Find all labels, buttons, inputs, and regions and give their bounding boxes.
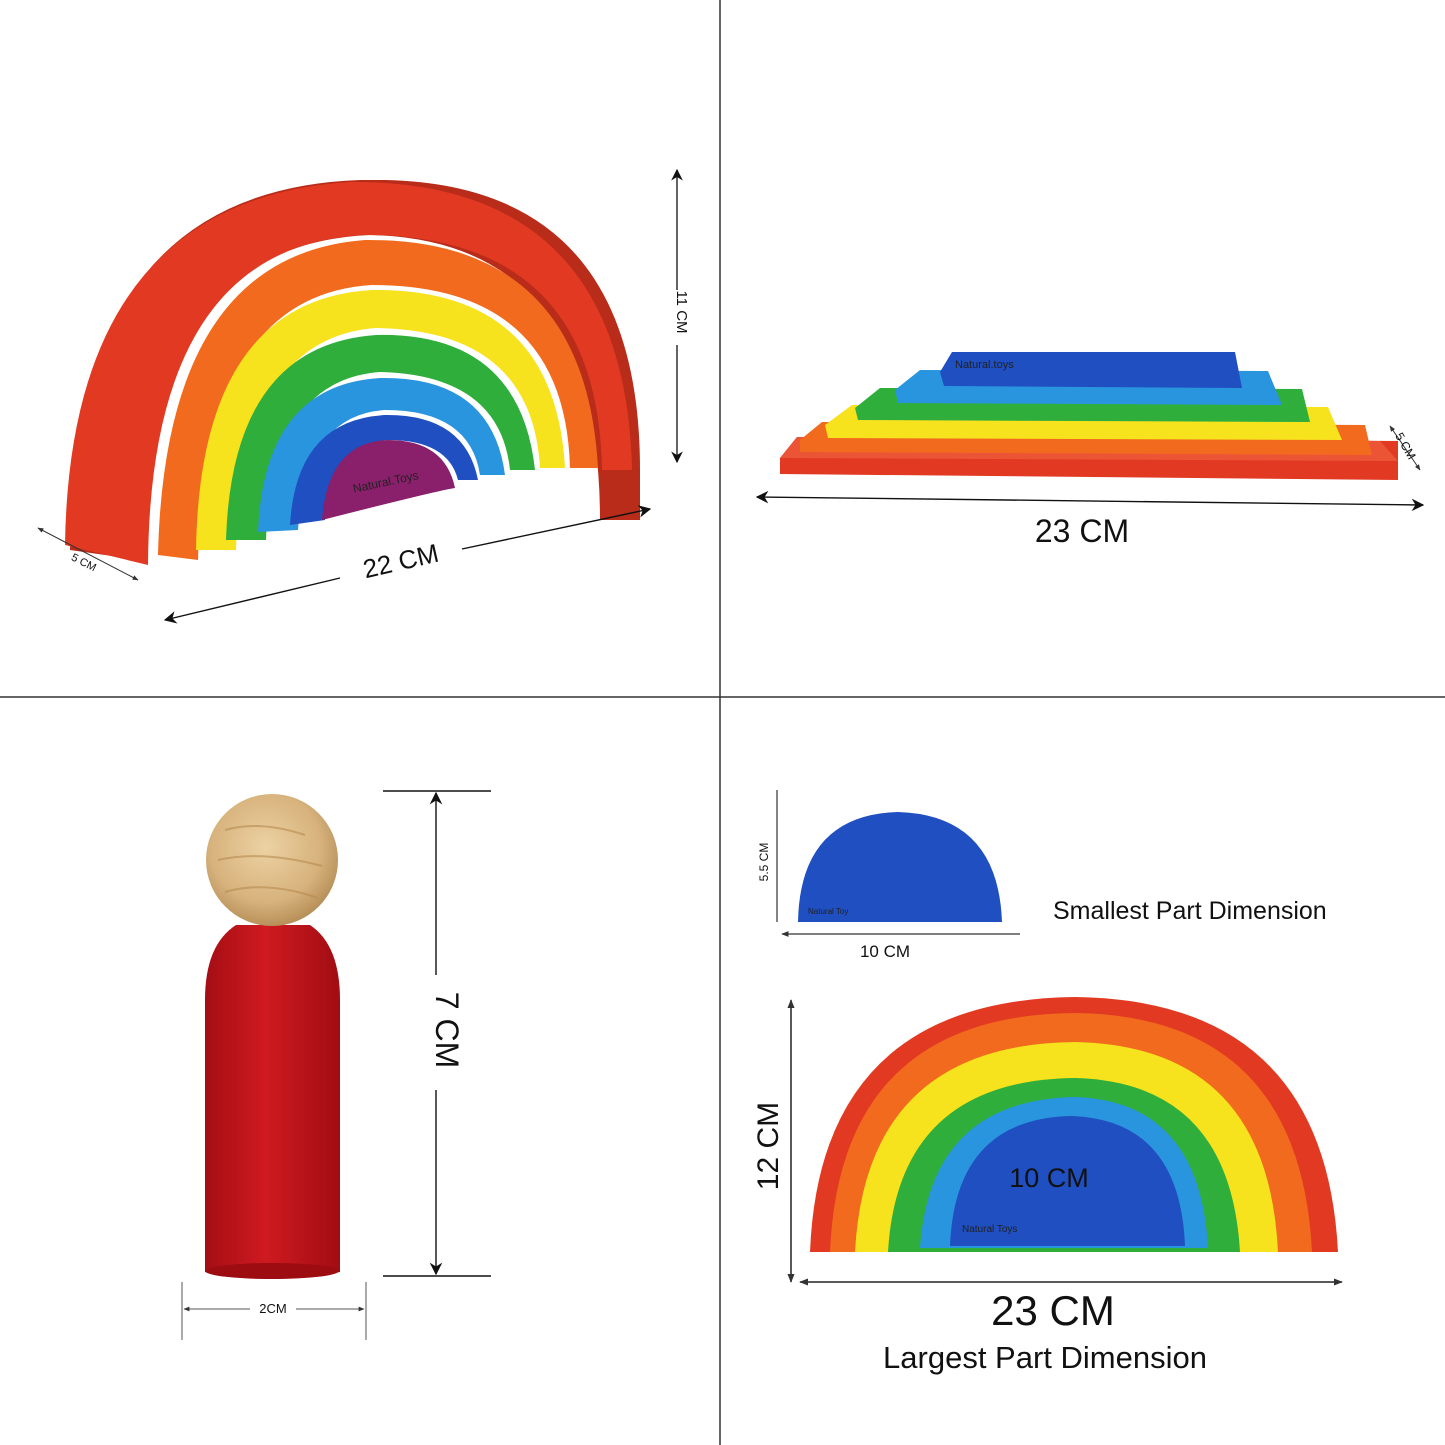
- arc-blue-innermost: [950, 1116, 1185, 1246]
- brand-imprint: Natural.toys: [955, 359, 1014, 371]
- height-label: 7 CM: [429, 992, 465, 1068]
- panel-top-left: Natural.Toys 11 CM 5 CM 22 CM: [37, 168, 690, 624]
- width-arrow-left: [163, 577, 341, 624]
- peg-body-base: [205, 1263, 339, 1279]
- peg-body: [205, 925, 340, 1279]
- arc-yellow: [196, 289, 565, 550]
- small-caption: Smallest Part Dimension: [1053, 897, 1327, 925]
- smallest-part-shape: [798, 812, 1002, 922]
- large-brand-imprint: Natural Toys: [962, 1224, 1017, 1235]
- width-arrow-right: [461, 505, 652, 550]
- rainbow-stack-photo: Natural.Toys: [65, 180, 640, 565]
- panel-bottom-left: 7 CM 2CM: [181, 790, 491, 1340]
- width-label: 22 CM: [360, 538, 441, 584]
- arc-orange: [158, 239, 598, 560]
- inner-width-label: 10 CM: [1009, 1163, 1089, 1193]
- peg-doll-photo: [205, 794, 340, 1279]
- arc-light-blue: [258, 377, 505, 532]
- depth-arrow: [1389, 425, 1421, 471]
- width-label: 23 CM: [1035, 513, 1129, 549]
- depth-label: 5 CM: [69, 552, 98, 575]
- panel-bottom-right: Natural Toy 5.5 CM 10 CM Smallest Part D…: [752, 790, 1343, 1375]
- peg-head-wood: [206, 794, 338, 926]
- largest-part: 10 CM Natural Toys 12 CM 23 CM Largest P…: [752, 997, 1343, 1375]
- arc-purple: [322, 440, 455, 520]
- flat-stack-photo: Natural.toys: [780, 352, 1398, 480]
- arc-blue: [290, 414, 478, 525]
- small-height-label: 5.5 CM: [757, 843, 771, 882]
- large-height-label: 12 CM: [752, 1102, 785, 1190]
- smallest-part: Natural Toy 5.5 CM 10 CM Smallest Part D…: [757, 790, 1327, 961]
- width-arrow: [755, 490, 1425, 512]
- depth-arrow: [37, 527, 139, 581]
- small-width-label: 10 CM: [860, 942, 910, 961]
- panel-top-right: Natural.toys 5 CM 23 CM: [755, 352, 1425, 549]
- large-width-label: 23 CM: [991, 1287, 1115, 1334]
- width-label: 2CM: [259, 1301, 286, 1316]
- small-brand-imprint: Natural Toy: [808, 907, 848, 916]
- arc-red: [65, 181, 632, 565]
- layer-blue: [940, 352, 1242, 388]
- large-caption: Largest Part Dimension: [883, 1340, 1207, 1375]
- wood-grain: [217, 825, 323, 899]
- arc-green: [226, 334, 535, 540]
- height-label: 11 CM: [673, 290, 690, 333]
